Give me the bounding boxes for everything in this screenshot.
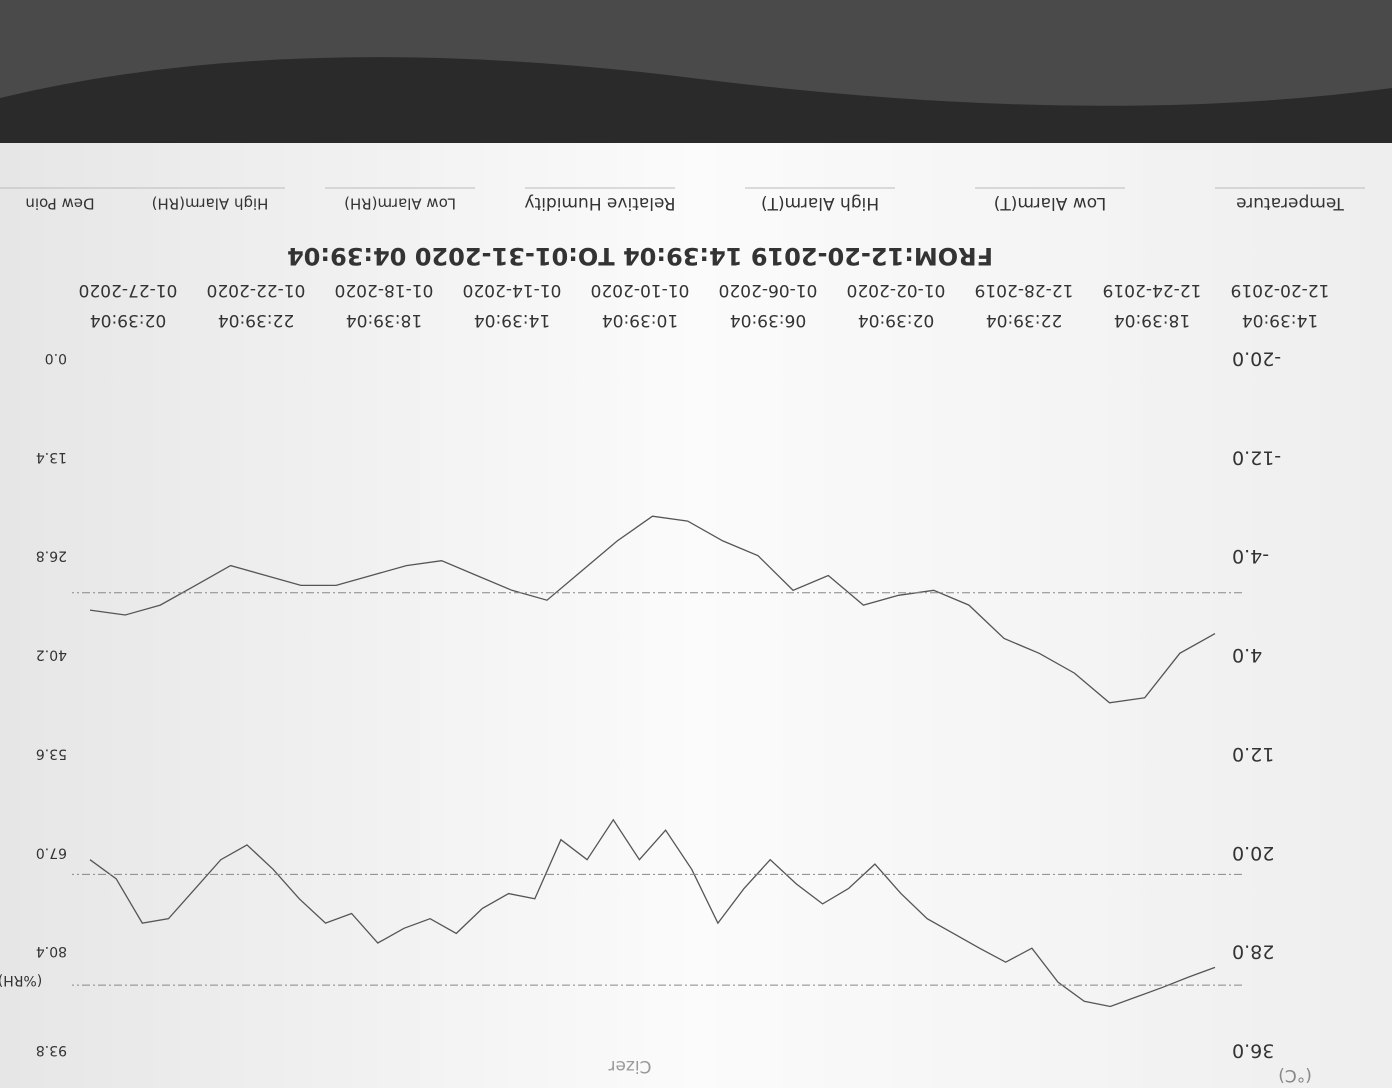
x-tick-date: 01-18-2020 [335, 280, 434, 300]
x-tick-time: 02:39:04 [90, 310, 166, 330]
legend-label: Temperature [1236, 193, 1345, 213]
x-tick-date: 01-02-2020 [847, 280, 946, 300]
y-tick-label: 36.0 [1232, 1040, 1274, 1062]
y2-tick-label: 26.8 [36, 548, 67, 564]
x-tick-date: 01-14-2020 [463, 280, 562, 300]
x-tick-time: 22:39:04 [986, 310, 1062, 330]
data-line [89, 515, 1216, 704]
chart-title: FROM:12-20-2019 14:39:04 TO:01-31-2020 0… [287, 242, 993, 270]
y-tick-label: -20.0 [1232, 348, 1281, 370]
y2-tick-label: 40.2 [36, 647, 67, 663]
x-tick-time: 18:39:04 [346, 310, 422, 330]
x-tick-time: 02:39:04 [858, 310, 934, 330]
y-tick-label: 12.0 [1232, 743, 1274, 765]
x-tick-time: 18:39:04 [1114, 310, 1190, 330]
y2-tick-label: 93.8 [36, 1042, 67, 1058]
y2-tick-label: 53.6 [36, 745, 67, 761]
legend-label: Low Alarm(T) [994, 193, 1107, 213]
y2-axis-unit: (%RH) [0, 972, 42, 988]
y-tick-label: 4.0 [1232, 644, 1262, 666]
legend-label: Relative Humidity [524, 193, 675, 213]
x-tick-time: 14:39:04 [1242, 310, 1318, 330]
x-tick-time: 10:39:04 [602, 310, 678, 330]
y-tick-label: -4.0 [1232, 545, 1269, 567]
legend-label: High Alarm(RH) [152, 195, 269, 213]
legend-label: Low Alarm(RH) [344, 195, 456, 213]
x-tick-date: 12-20-2019 [1231, 280, 1330, 300]
x-tick-date: 01-10-2020 [591, 280, 690, 300]
y2-tick-label: 0.0 [45, 350, 67, 366]
y-axis-unit: (°C) [1278, 1065, 1312, 1085]
y2-tick-label: 80.4 [36, 943, 67, 959]
y-tick-label: -12.0 [1232, 446, 1281, 468]
legend-label: Dew Poin [25, 195, 94, 213]
y2-tick-label: 13.4 [36, 449, 67, 465]
x-tick-time: 14:39:04 [474, 310, 550, 330]
x-tick-date: 12-28-2019 [975, 280, 1074, 300]
x-tick-date: 01-27-2020 [79, 280, 178, 300]
x-tick-date: 01-06-2020 [719, 280, 818, 300]
x-tick-date: 01-22-2020 [207, 280, 306, 300]
y-tick-label: 28.0 [1232, 941, 1274, 963]
fabric-fold [0, 0, 1392, 106]
y-tick-label: 20.0 [1232, 842, 1274, 864]
legend-label: High Alarm(T) [761, 193, 879, 213]
x-tick-time: 06:39:04 [730, 310, 806, 330]
y2-tick-label: 67.0 [36, 844, 67, 860]
x-tick-date: 12-24-2019 [1103, 280, 1202, 300]
x-tick-time: 22:39:04 [218, 310, 294, 330]
watermark: Cizer [609, 1056, 652, 1076]
